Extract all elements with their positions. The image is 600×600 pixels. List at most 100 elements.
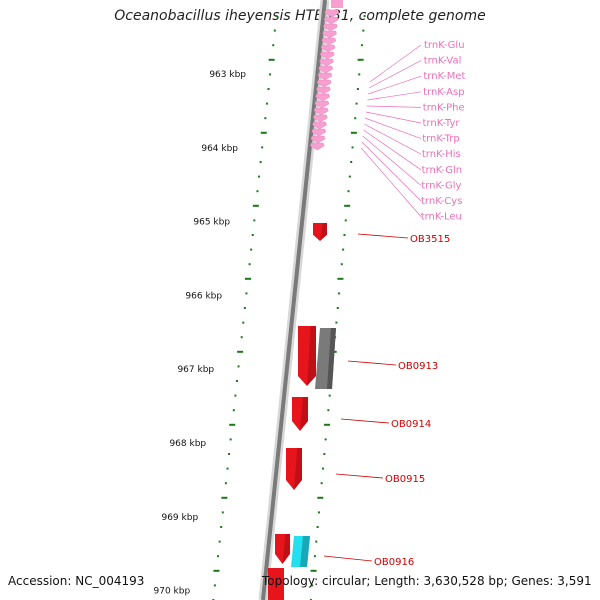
scale-ticks-left — [212, 15, 278, 600]
gene-arrow-ob0915 — [286, 448, 302, 490]
gene-label: OB0915 — [385, 474, 425, 485]
trna-arrow — [319, 58, 334, 67]
trna-leader-line — [365, 111, 422, 124]
scale-tick-left — [237, 350, 244, 353]
gene-arrow-ob3515 — [313, 223, 327, 241]
scale-tick-right — [317, 511, 320, 514]
scale-tick-right — [360, 44, 363, 47]
scale-tick-right — [356, 88, 359, 90]
scale-tick-left — [244, 277, 251, 280]
trna-label: trnK-Trp — [422, 134, 460, 145]
trna-leader-line — [360, 147, 422, 217]
scale-tick-right — [358, 73, 361, 76]
scale-tick-right — [355, 102, 358, 105]
trna-arrow — [317, 72, 333, 81]
gene-features: OB3515 OB0913 OB0914 OB0915 OB0916 — [268, 223, 450, 600]
gene-arrow-ob0916 — [275, 534, 290, 564]
scale-tick-right — [344, 219, 347, 222]
kbp-label: 966 kbp — [185, 291, 222, 301]
trna-features: trnK-Glu trnK-Val trnK-Met trnK-Asp trnK-Phe… — [309, 0, 465, 223]
gene-arrow-ob0913-shade — [307, 326, 316, 386]
scale-tick-left — [226, 467, 229, 470]
scale-tick-right — [348, 175, 351, 178]
gene-leader-line — [357, 233, 409, 239]
scale-tick-right — [311, 584, 314, 587]
scale-tick-right — [340, 263, 343, 266]
scale-tick-left — [229, 438, 232, 441]
trna-label: trnK-Tyr — [423, 118, 461, 129]
gene-leader-line — [323, 555, 373, 562]
scale-tick-left — [245, 292, 248, 295]
trna-block — [331, 0, 343, 8]
scale-tick-left — [275, 15, 278, 17]
kbp-labels: 963 kbp 964 kbp 965 kbp 966 kbp 967 kbp 968 k… — [154, 70, 247, 597]
kbp-label: 963 kbp — [209, 70, 246, 80]
gene-leader-line — [340, 418, 390, 424]
trna-arrow — [316, 86, 331, 95]
scale-tick-left — [250, 248, 253, 251]
trna-label: trnK-Glu — [424, 40, 465, 51]
gene-block-grey-shade — [327, 328, 336, 389]
gene-arrow-ob0915-shade — [294, 448, 302, 490]
trna-leader-line — [364, 123, 422, 155]
gene-label: OB0914 — [391, 419, 431, 430]
scale-tick-left — [217, 555, 220, 558]
scale-tick-right — [362, 29, 365, 32]
trna-label: trnK-Leu — [421, 212, 462, 223]
scale-tick-right — [338, 292, 341, 295]
trna-label: trnK-Gly — [421, 180, 461, 191]
scale-tick-left — [220, 526, 223, 528]
scale-tick-right — [344, 204, 351, 207]
trna-arrow — [314, 100, 330, 109]
scale-tick-right — [337, 277, 344, 280]
trna-label: trnK-Asp — [423, 87, 465, 98]
trna-arrow — [309, 142, 325, 151]
trna-label: trnK-Gln — [422, 165, 463, 176]
scale-tick-left — [224, 482, 227, 485]
map-title: Oceanobacillus iheyensis HTE831, complet… — [114, 8, 486, 24]
trna-arrow — [313, 107, 329, 116]
scale-tick-left — [228, 453, 231, 455]
gene-leader-line — [347, 360, 397, 366]
scale-tick-left — [232, 409, 235, 412]
scale-tick-left — [234, 394, 237, 397]
kbp-label: 968 kbp — [169, 439, 206, 449]
scale-tick-right — [336, 307, 339, 309]
scale-tick-right — [321, 467, 324, 470]
scale-tick-right — [363, 15, 366, 17]
scale-tick-left — [243, 307, 246, 309]
trna-label: trnK-His — [422, 149, 461, 160]
trna-arrow — [323, 16, 339, 25]
scale-tick-right — [320, 482, 323, 485]
scale-tick-right — [317, 496, 324, 499]
scale-tick-left — [261, 146, 264, 149]
trna-arrow — [322, 30, 337, 39]
scale-tick-left — [221, 511, 224, 514]
scale-tick-left — [221, 496, 228, 499]
trna-arrow — [323, 23, 338, 32]
scale-tick-right — [342, 248, 345, 251]
trna-label: trnK-Phe — [423, 102, 465, 113]
scale-tick-right — [357, 58, 364, 61]
kbp-label: 965 kbp — [193, 218, 230, 228]
scale-tick-right — [350, 131, 357, 134]
trna-leader-line — [362, 135, 422, 186]
trna-arrow — [311, 128, 327, 137]
gene-arrow-ob0916-shade — [282, 534, 290, 564]
scale-tick-right — [324, 423, 331, 426]
scale-tick-right — [316, 526, 319, 528]
trna-arrow — [315, 93, 330, 102]
trna-arrow — [321, 37, 337, 46]
scale-tick-left — [268, 58, 275, 61]
scale-tick-left — [213, 569, 220, 572]
scale-tick-left — [256, 190, 259, 193]
trna-leader-line — [361, 141, 422, 202]
scale-tick-left — [251, 234, 254, 236]
kbp-label: 964 kbp — [201, 144, 238, 154]
scale-tick-left — [237, 365, 240, 368]
trna-leader-line — [364, 117, 422, 139]
trna-label: trnK-Cys — [421, 196, 462, 207]
kbp-label: 970 kbp — [154, 587, 191, 597]
kbp-label: 967 kbp — [177, 365, 214, 375]
